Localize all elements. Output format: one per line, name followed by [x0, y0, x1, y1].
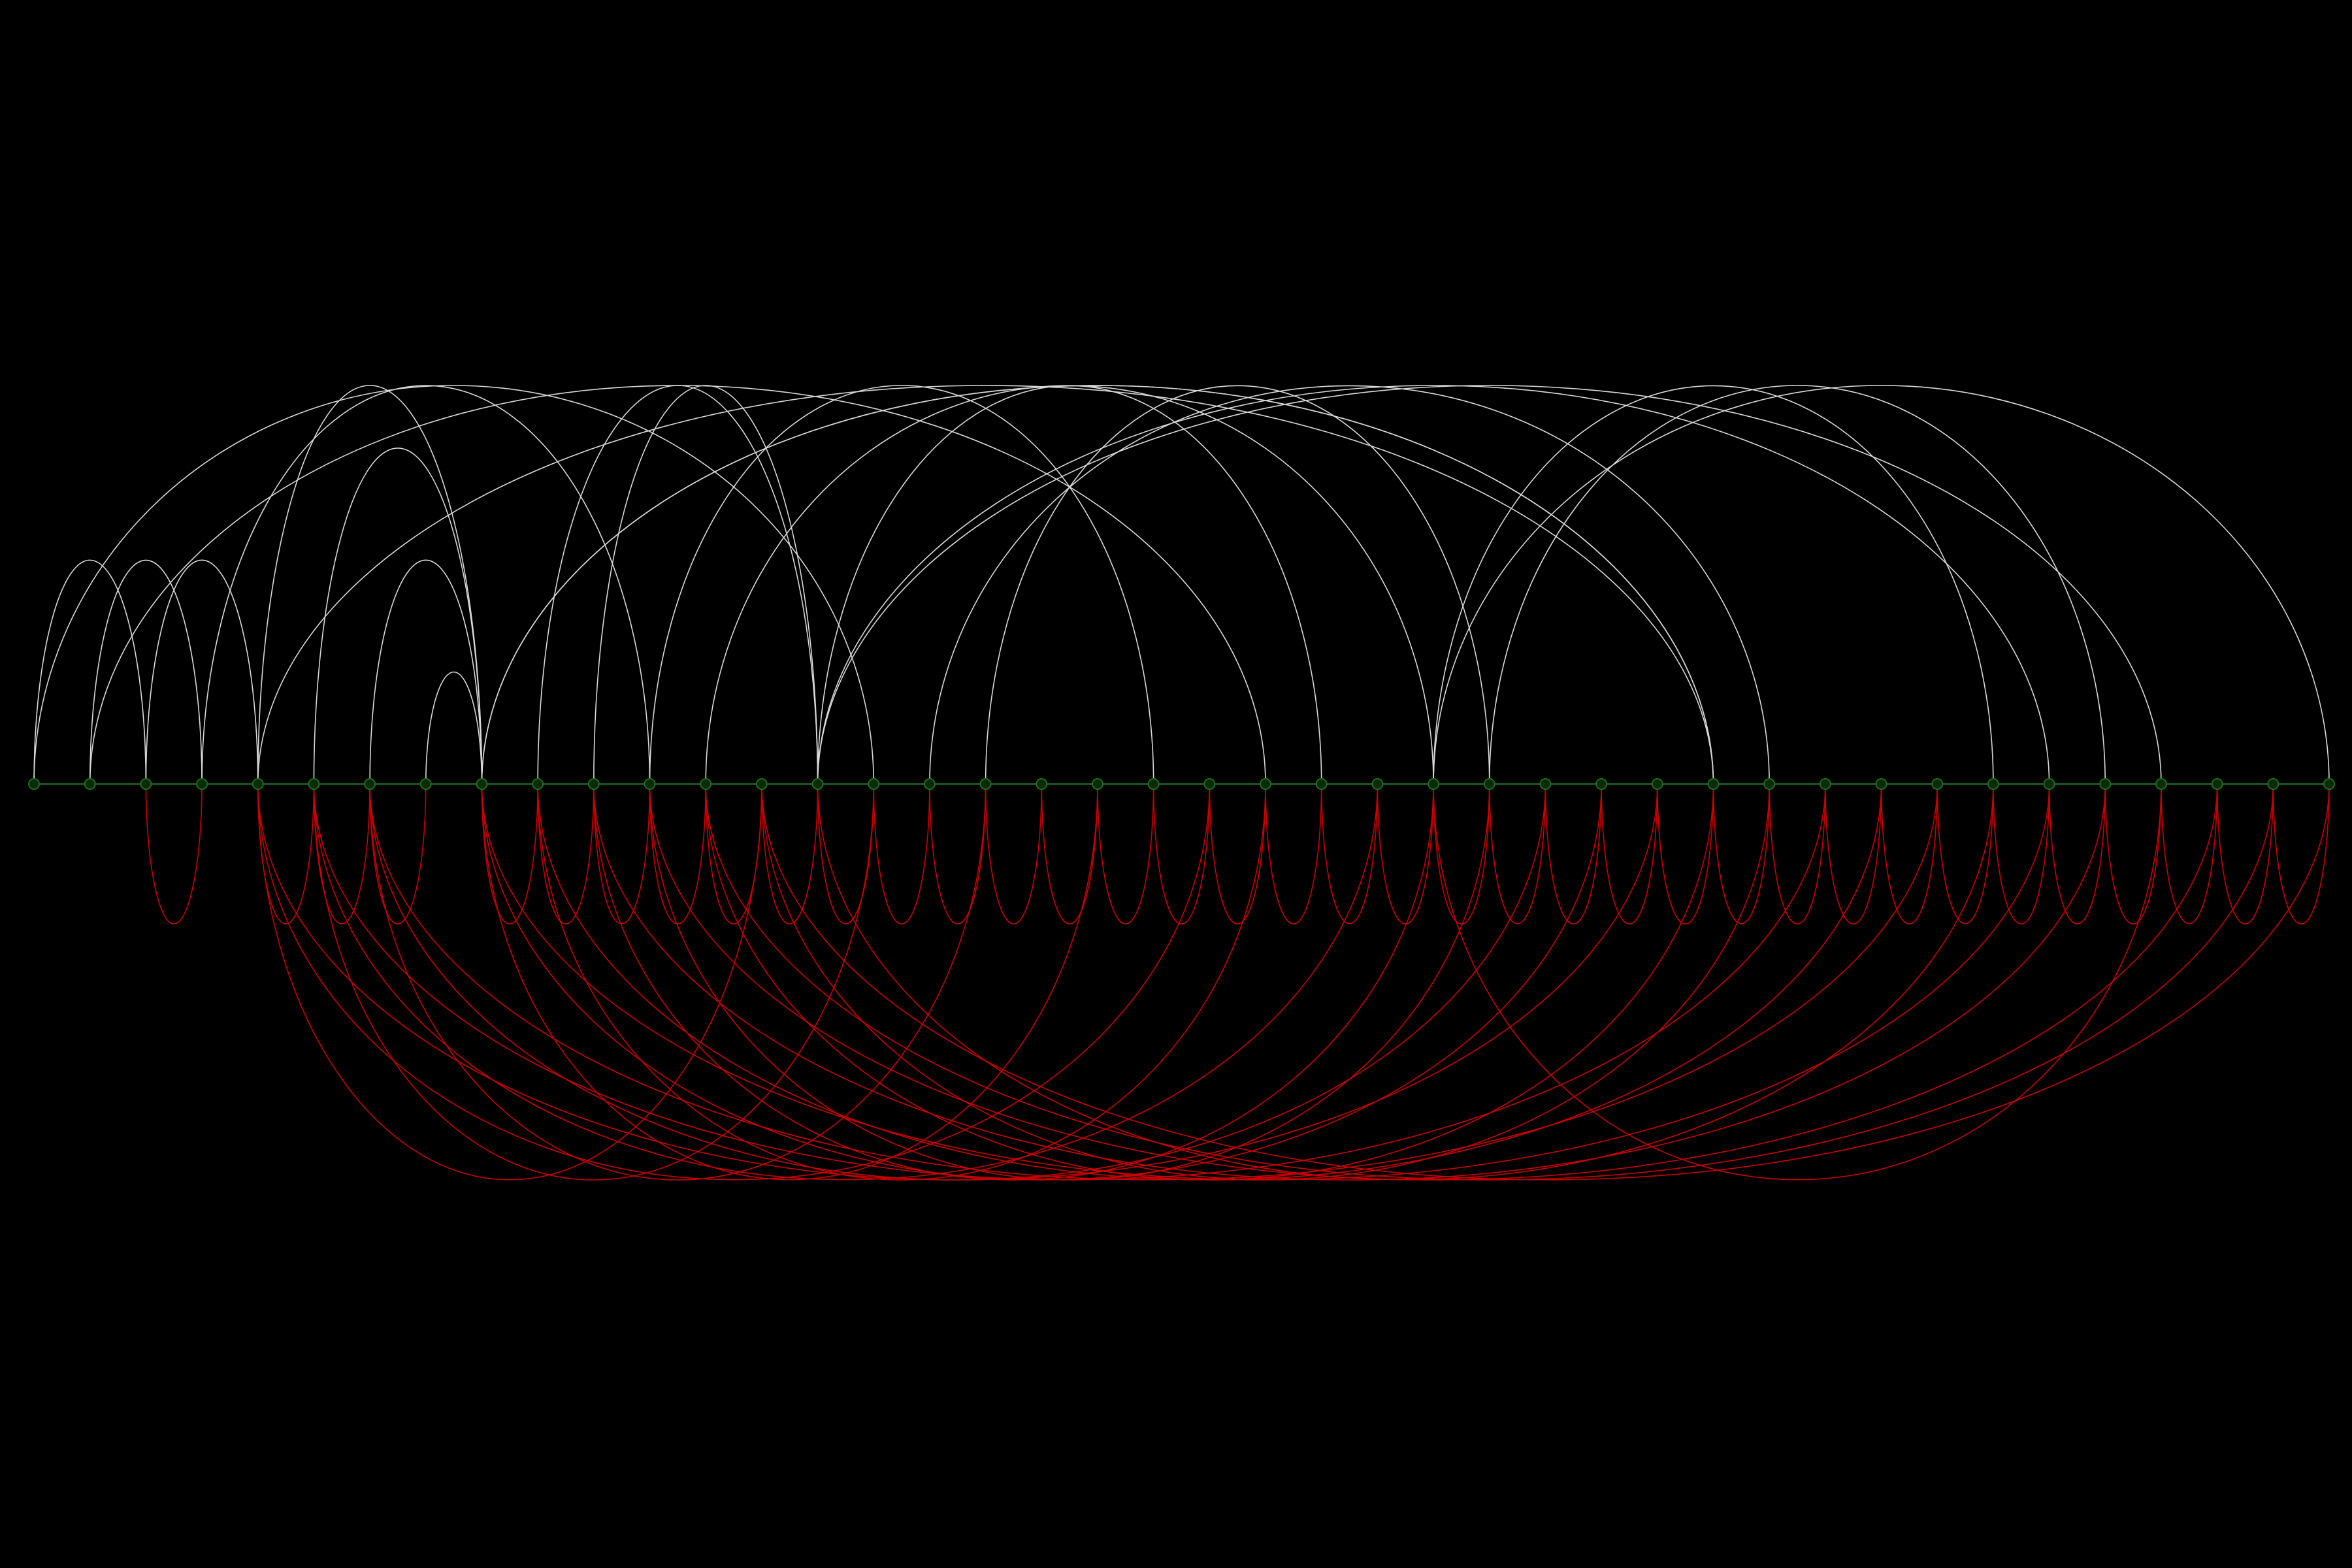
lower-arc [1041, 783, 1098, 925]
lower-arc [257, 783, 762, 1181]
lower-arc [313, 783, 1379, 1181]
node [1091, 778, 1103, 790]
lower-arc [761, 783, 1770, 1180]
lower-arc [1993, 783, 2050, 925]
lower-arc [369, 783, 987, 1181]
node [1763, 778, 1776, 790]
node [308, 778, 320, 790]
upper-arc [89, 559, 203, 785]
node [476, 778, 488, 790]
lower-arc [481, 783, 1098, 1181]
node [28, 778, 40, 790]
node [2323, 778, 2335, 790]
upper-arc [817, 385, 1322, 785]
lower-arc [593, 783, 651, 924]
node [587, 778, 600, 790]
node [140, 778, 152, 790]
node [755, 778, 768, 790]
node [1987, 778, 1999, 790]
node [532, 778, 544, 790]
lower-arc [1433, 783, 1490, 925]
node [1931, 778, 1944, 790]
lower-arc [705, 783, 2274, 1181]
lower-arc [257, 783, 1211, 1180]
lower-arc [649, 783, 1490, 1181]
node [979, 778, 992, 790]
upper-arc [1433, 385, 1994, 785]
node [1036, 778, 1048, 790]
upper-arc [313, 448, 483, 785]
node [1595, 778, 1608, 790]
lower-arc [593, 783, 2106, 1181]
lower-arc [1433, 783, 2162, 1181]
node [2043, 778, 2055, 790]
lower-arc [817, 783, 1994, 1180]
node [923, 778, 936, 790]
upper-arc [537, 385, 819, 785]
upper-arc [481, 385, 1714, 785]
lower-arc [537, 783, 595, 924]
upper-arcs-group [33, 385, 2330, 785]
upper-arc [33, 559, 147, 785]
node [364, 778, 376, 790]
lower-arc [145, 783, 203, 924]
node [2267, 778, 2279, 790]
lower-arc [481, 783, 538, 924]
lower-arcs-group [145, 783, 2330, 1181]
node [196, 778, 208, 790]
node [644, 778, 656, 790]
node [1315, 778, 1328, 790]
node [700, 778, 712, 790]
node [1707, 778, 1720, 790]
lower-arc [761, 783, 2330, 1181]
node [252, 778, 264, 790]
lower-arc [1657, 783, 1714, 925]
node [2099, 778, 2112, 790]
lower-arc [369, 783, 427, 924]
lower-arc [2216, 783, 2274, 925]
lower-arc [649, 783, 706, 925]
node [1539, 778, 1552, 790]
lower-arc [369, 783, 1938, 1181]
lower-arc [369, 783, 1546, 1181]
upper-arc [817, 385, 2050, 785]
node [2211, 778, 2223, 790]
node [868, 778, 880, 790]
node [84, 778, 96, 790]
lower-arc [1265, 783, 1322, 925]
node [1147, 778, 1160, 790]
lower-arc [873, 783, 930, 925]
node [1203, 778, 1216, 790]
node [811, 778, 824, 790]
node [1875, 778, 1887, 790]
node [1260, 778, 1272, 790]
upper-arc [649, 385, 1154, 785]
node [1371, 778, 1384, 790]
node [1428, 778, 1440, 790]
lower-arc [313, 783, 370, 924]
node [419, 778, 432, 790]
node [1483, 778, 1495, 790]
upper-arc [145, 559, 259, 785]
upper-arc [985, 385, 1490, 785]
lower-arc [1825, 783, 1882, 925]
node [1651, 778, 1663, 790]
node [1819, 778, 1831, 790]
nodes-group [28, 778, 2335, 790]
upper-arc [1433, 385, 2330, 785]
node [2155, 778, 2167, 790]
